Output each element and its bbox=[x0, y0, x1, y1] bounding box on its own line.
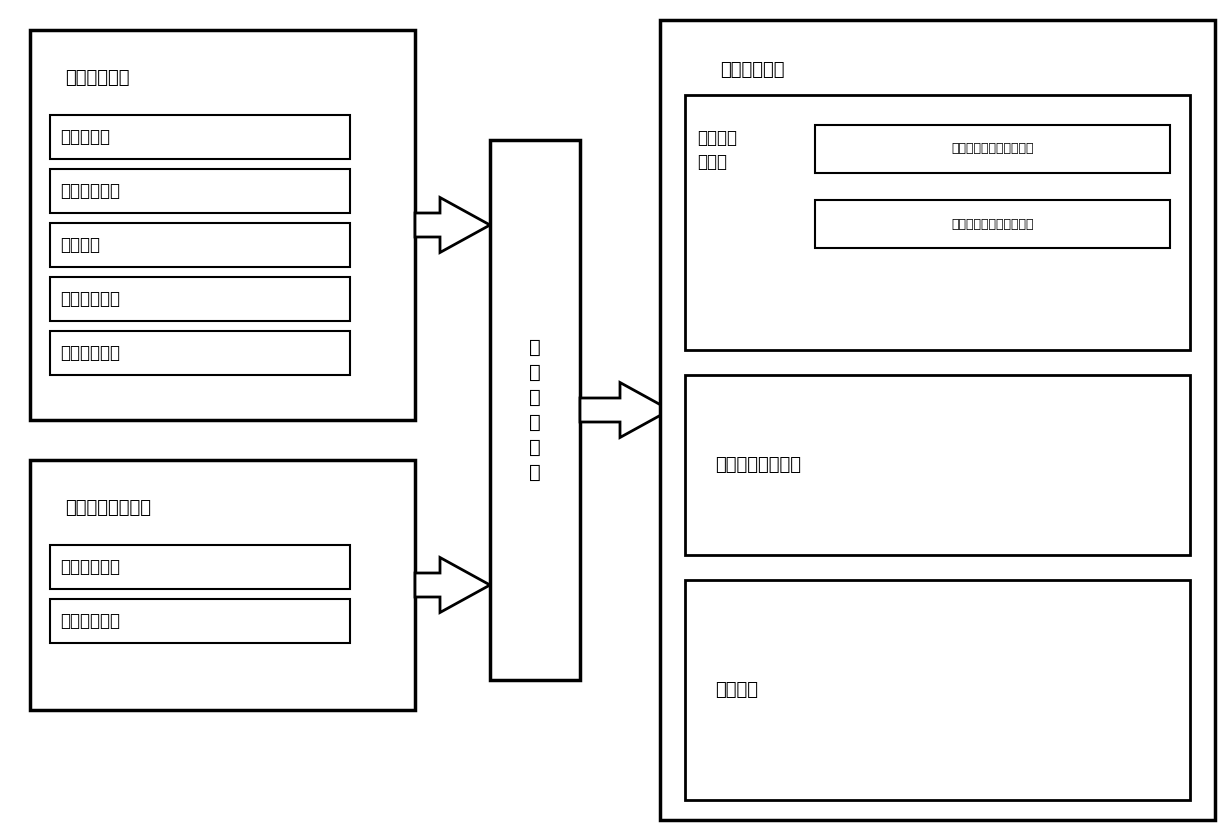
Polygon shape bbox=[415, 557, 490, 612]
Text: 中央处理单元: 中央处理单元 bbox=[720, 61, 785, 79]
Bar bbox=[50, 169, 351, 213]
Bar bbox=[685, 95, 1189, 350]
Bar bbox=[50, 331, 351, 375]
Polygon shape bbox=[415, 197, 490, 253]
Bar bbox=[50, 223, 351, 267]
Text: 显示单元: 显示单元 bbox=[60, 236, 100, 254]
Bar bbox=[815, 125, 1170, 173]
Text: 车辆状况标准数据库单元: 车辆状况标准数据库单元 bbox=[951, 217, 1033, 231]
Text: 信息存储单元: 信息存储单元 bbox=[60, 612, 121, 630]
Bar bbox=[815, 200, 1170, 248]
Text: 显示单元: 显示单元 bbox=[715, 681, 758, 699]
Text: 步骤设定单元: 步骤设定单元 bbox=[60, 182, 121, 200]
Text: 标准数据
库单元: 标准数据 库单元 bbox=[697, 128, 737, 171]
Bar bbox=[490, 140, 581, 680]
Text: 信息显示单元: 信息显示单元 bbox=[60, 344, 121, 362]
Bar bbox=[30, 460, 415, 710]
Bar bbox=[685, 580, 1189, 800]
Bar bbox=[50, 277, 351, 321]
Text: 传感器单元: 传感器单元 bbox=[60, 128, 109, 146]
Text: 车身现况检测单元: 车身现况检测单元 bbox=[65, 499, 151, 517]
Text: 信息存储单元: 信息存储单元 bbox=[60, 290, 121, 308]
Bar bbox=[50, 115, 351, 159]
Polygon shape bbox=[581, 383, 670, 437]
Text: 车身鉴定标准数据库单元: 车身鉴定标准数据库单元 bbox=[951, 143, 1033, 155]
Bar bbox=[661, 20, 1215, 820]
Text: 价值评估数据单元: 价值评估数据单元 bbox=[715, 456, 801, 474]
Text: 车身鉴定单元: 车身鉴定单元 bbox=[65, 69, 129, 87]
Bar bbox=[50, 599, 351, 643]
Text: 数据筛选单元: 数据筛选单元 bbox=[60, 558, 121, 576]
Bar bbox=[50, 545, 351, 589]
Bar bbox=[685, 375, 1189, 555]
Text: 信
息
传
输
单
元: 信 息 传 输 单 元 bbox=[529, 338, 541, 482]
Bar bbox=[30, 30, 415, 420]
